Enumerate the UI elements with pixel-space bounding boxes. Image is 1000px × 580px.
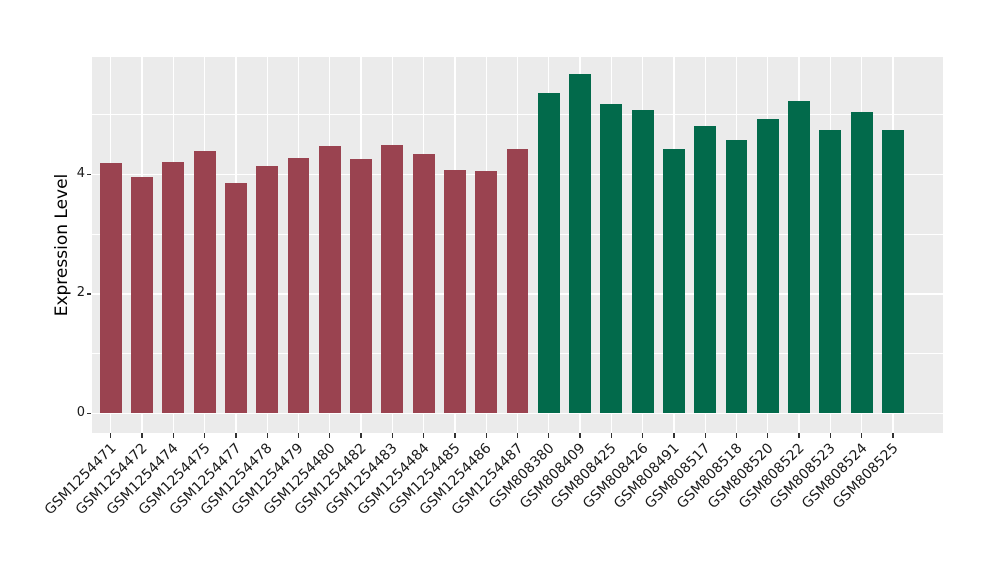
bar-GSM808426 xyxy=(631,109,654,413)
x-tick-mark xyxy=(360,433,362,438)
y-tick-label: 4 xyxy=(76,165,85,181)
y-tick-mark xyxy=(87,413,91,415)
x-tick-mark xyxy=(454,433,456,438)
bar-GSM808517 xyxy=(694,125,717,413)
bar-GSM1254484 xyxy=(412,154,435,413)
bar-GSM1254486 xyxy=(475,170,498,413)
x-tick-mark xyxy=(798,433,800,438)
x-tick-mark xyxy=(516,433,519,438)
x-tick-mark xyxy=(297,433,300,438)
bar-GSM808380 xyxy=(537,93,560,413)
bar-GSM1254477 xyxy=(224,182,247,413)
bar-GSM808520 xyxy=(756,119,779,413)
bar-GSM1254475 xyxy=(193,151,216,413)
x-tick-mark xyxy=(391,433,393,438)
x-tick-mark xyxy=(172,433,174,438)
bar-GSM808524 xyxy=(850,111,873,413)
bar-GSM1254485 xyxy=(443,169,466,413)
bar-GSM1254472 xyxy=(131,176,153,413)
bar-GSM808525 xyxy=(881,130,904,413)
y-tick-label: 0 xyxy=(76,405,85,420)
x-tick-mark xyxy=(610,433,612,438)
bar-GSM1254482 xyxy=(350,159,372,413)
x-tick-mark xyxy=(203,433,206,438)
x-tick-mark xyxy=(704,433,706,438)
x-tick-mark xyxy=(485,433,487,438)
y-tick-mark xyxy=(87,173,91,176)
x-tick-mark xyxy=(141,433,143,438)
bar-GSM808409 xyxy=(569,73,591,413)
x-tick-mark xyxy=(579,433,581,438)
bar-GSM1254480 xyxy=(318,145,341,413)
y-tick-label: 2 xyxy=(76,285,85,301)
x-tick-mark xyxy=(641,433,644,438)
bar-GSM1254479 xyxy=(287,158,310,413)
bar-GSM1254483 xyxy=(381,145,404,413)
x-tick-mark xyxy=(767,433,769,438)
x-tick-mark xyxy=(735,433,738,438)
bar-GSM808491 xyxy=(662,149,685,413)
bar-GSM1254478 xyxy=(256,166,279,413)
bar-GSM808518 xyxy=(725,139,748,413)
bar-GSM1254471 xyxy=(99,163,122,413)
bar-GSM1254474 xyxy=(162,162,185,413)
bar-GSM1254487 xyxy=(506,149,529,413)
x-tick-mark xyxy=(235,433,237,438)
bar-GSM808522 xyxy=(788,100,811,413)
bar-GSM808523 xyxy=(819,130,842,413)
x-tick-mark xyxy=(673,433,675,438)
bar-GSM808425 xyxy=(600,104,623,413)
plot-panel xyxy=(92,57,943,433)
x-tick-mark xyxy=(266,433,268,438)
x-tick-mark xyxy=(829,433,831,438)
x-tick-mark xyxy=(861,433,863,438)
x-tick-mark xyxy=(892,433,894,438)
x-tick-mark xyxy=(329,433,331,438)
x-tick-mark xyxy=(110,433,112,438)
x-tick-mark xyxy=(548,433,550,438)
x-tick-mark xyxy=(422,433,425,438)
y-tick-mark xyxy=(87,293,91,295)
